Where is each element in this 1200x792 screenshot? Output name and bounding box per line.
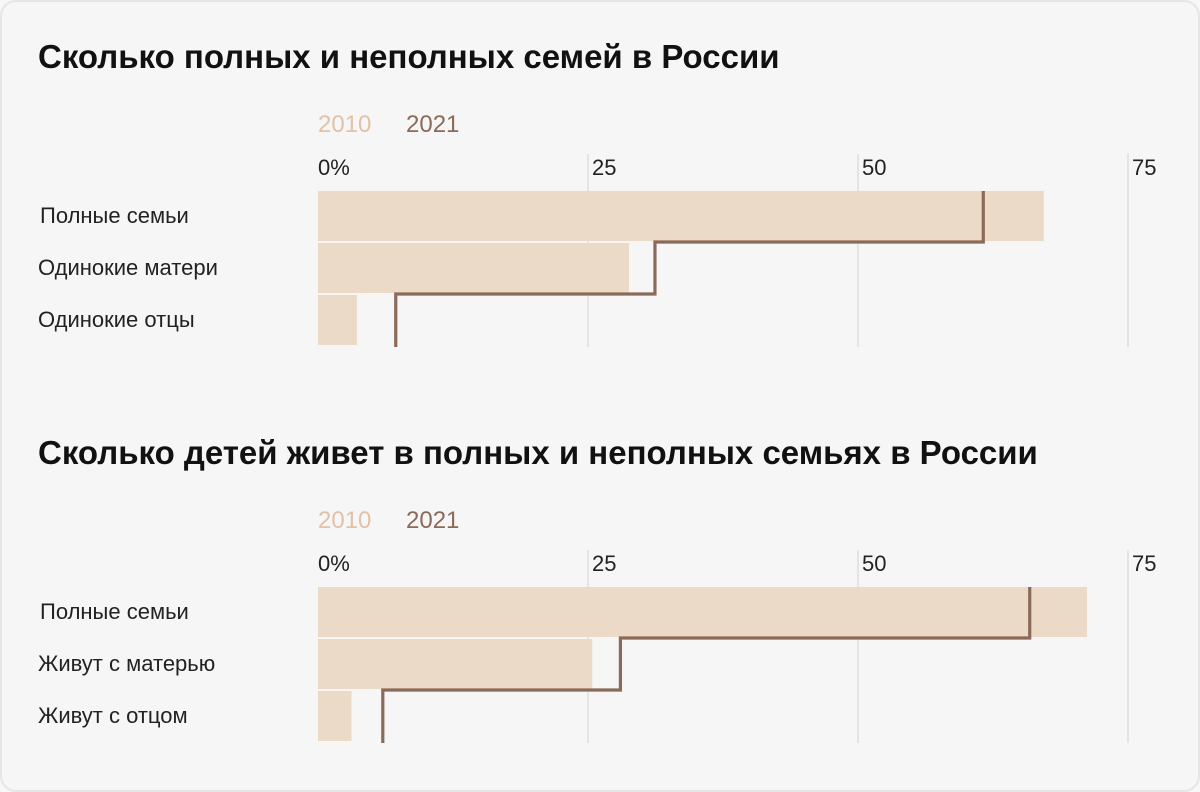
tick-label: 50: [862, 551, 886, 576]
legend-entry-2010: 2010: [318, 507, 371, 534]
bar-2010: [318, 691, 352, 741]
bar-2010: [318, 191, 1044, 241]
bar-2010: [318, 587, 1087, 637]
category-label: Живут с матерью: [38, 651, 215, 676]
tick-label: 0%: [318, 551, 350, 576]
tick-label: 25: [592, 155, 616, 180]
legend-entry-2010: 2010: [318, 111, 371, 138]
chart-title: Сколько детей живет в полных и неполных …: [38, 434, 1038, 471]
line-2021: [381, 587, 1032, 743]
chart-1: Сколько полных и неполных семей в России…: [38, 38, 1156, 347]
line-2021: [394, 191, 985, 347]
category-label: Живут с отцом: [38, 703, 188, 728]
tick-label: 75: [1132, 551, 1156, 576]
bar-2010: [318, 639, 593, 689]
category-label: Полные семьи: [40, 599, 189, 624]
category-label: Одинокие матери: [38, 255, 218, 280]
tick-label: 50: [862, 155, 886, 180]
chart-2: Сколько детей живет в полных и неполных …: [38, 434, 1156, 743]
category-label: Полные семьи: [40, 203, 189, 228]
legend-entry-2021: 2021: [406, 507, 459, 534]
chart-title: Сколько полных и неполных семей в России: [38, 38, 780, 75]
tick-label: 0%: [318, 155, 350, 180]
category-label: Одинокие отцы: [38, 307, 195, 332]
bar-2010: [318, 243, 630, 293]
bar-2010: [318, 295, 357, 345]
legend-entry-2021: 2021: [406, 111, 459, 138]
tick-label: 25: [592, 551, 616, 576]
tick-label: 75: [1132, 155, 1156, 180]
